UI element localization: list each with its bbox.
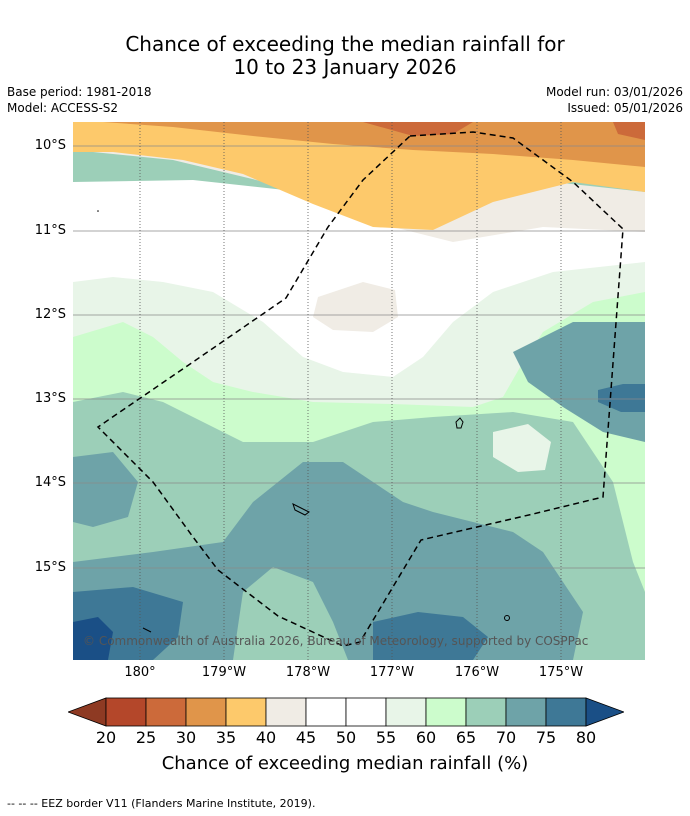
colorbar-tick-label: 20: [95, 728, 117, 747]
base-period: Base period: 1981-2018: [7, 85, 152, 99]
lat-label-15s: 15°S: [34, 560, 66, 575]
colorbar-cell: [545, 697, 587, 727]
lon-label-175w: 175°W: [538, 665, 584, 680]
lat-label-13s: 13°S: [34, 391, 66, 406]
contour-30-35: [73, 122, 645, 167]
map-title-line1: Chance of exceeding the median rainfall …: [125, 32, 565, 56]
contour-70-75-west: [73, 452, 138, 527]
forecast-map: © Commonwealth of Australia 2026, Bureau…: [73, 122, 645, 660]
colorbar-tick-label: 40: [255, 728, 277, 747]
colorbar-cell: [425, 697, 467, 727]
contour-25-30-b: [613, 122, 645, 140]
copyright-text: © Commonwealth of Australia 2026, Bureau…: [83, 634, 588, 648]
island-c: [504, 615, 510, 621]
colorbar-extend-low: [68, 697, 107, 727]
colorbar-tick-label: 35: [215, 728, 237, 747]
colorbar-tick-label: 65: [455, 728, 477, 747]
colorbar-extend-high: [585, 697, 624, 727]
colorbar: [68, 697, 624, 727]
contour-65-70-south-patch: [233, 567, 348, 660]
map-title-line2: 10 to 23 January 2026: [233, 55, 457, 79]
lon-label-178w: 178°W: [285, 665, 331, 680]
contour-70-75-east: [513, 322, 645, 442]
contour-25-30-a: [363, 122, 473, 136]
model-name: Model: ACCESS-S2: [7, 101, 119, 115]
island-b: [292, 503, 310, 516]
contour-80-plus: [73, 617, 113, 660]
colorbar-tick-label: 60: [415, 728, 437, 747]
lon-label-179w: 179°W: [201, 665, 247, 680]
colorbar-cell: [105, 697, 147, 727]
lat-label-12s: 12°S: [34, 307, 66, 322]
lat-label-14s: 14°S: [34, 475, 66, 490]
colorbar-tick-label: 75: [535, 728, 557, 747]
colorbar-cell: [505, 697, 547, 727]
colorbar-cell: [385, 697, 427, 727]
colorbar-tick-label: 25: [135, 728, 157, 747]
colorbar-cell: [345, 697, 387, 727]
lon-label-177w: 177°W: [369, 665, 415, 680]
lon-label-180: 180°: [124, 665, 156, 680]
colorbar-tick-label: 55: [375, 728, 397, 747]
colorbar-cell: [185, 697, 227, 727]
colorbar-tick-label: 80: [575, 728, 597, 747]
lat-label-10s: 10°S: [34, 138, 66, 153]
island-a: [455, 417, 464, 429]
eez-border: [96, 131, 624, 647]
issued-date: Issued: 05/01/2026: [567, 101, 683, 115]
lon-label-176w: 176°W: [454, 665, 500, 680]
colorbar-tick-label: 30: [175, 728, 197, 747]
island-d: [142, 627, 152, 633]
colorbar-cell: [265, 697, 307, 727]
lat-label-11s: 11°S: [34, 223, 66, 238]
colorbar-cell: [225, 697, 267, 727]
latitude-gridlines: [73, 145, 645, 569]
colorbar-cell: [145, 697, 187, 727]
island-e: [97, 210, 99, 212]
contour-40-45-patch: [313, 282, 398, 332]
colorbar-tick-label: 50: [335, 728, 357, 747]
contour-70-75-south: [73, 462, 583, 660]
contour-55-60-patch: [493, 424, 551, 472]
contour-75-80-south: [373, 612, 488, 660]
colorbar-cell: [465, 697, 507, 727]
colorbar-cell: [305, 697, 347, 727]
model-run: Model run: 03/01/2026: [545, 85, 683, 99]
eez-source-note: -- -- -- EEZ border V11 (Flanders Marine…: [7, 797, 316, 810]
colorbar-tick-label: 45: [295, 728, 317, 747]
colorbar-title: Chance of exceeding median rainfall (%): [161, 753, 529, 774]
colorbar-tick-label: 70: [495, 728, 517, 747]
